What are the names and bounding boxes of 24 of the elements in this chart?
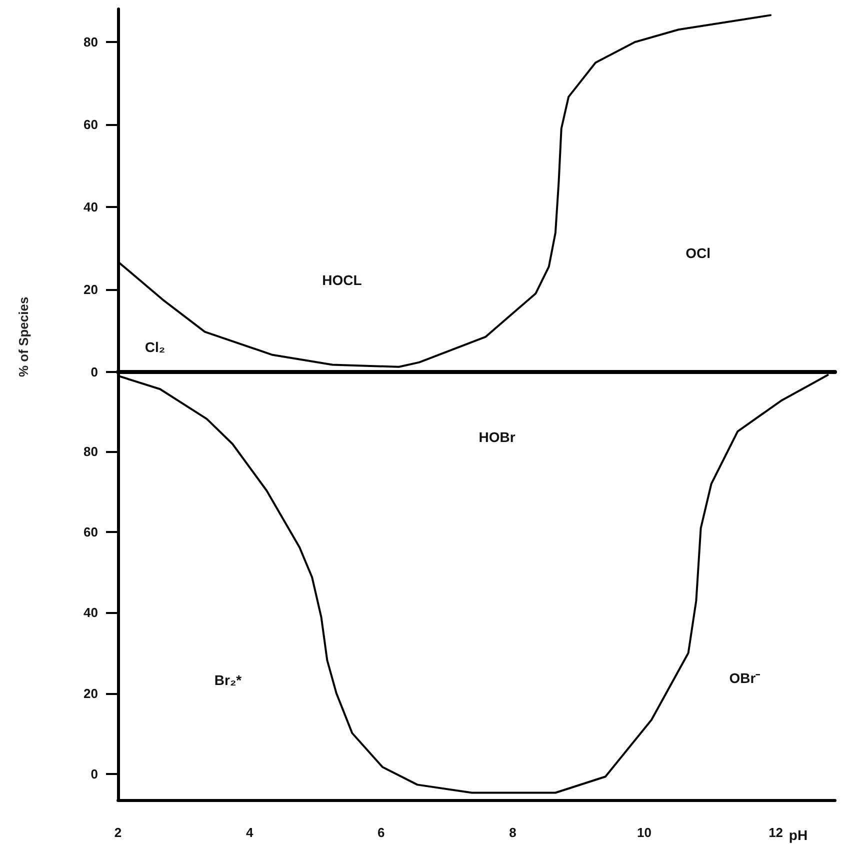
y-tick-label: 20	[84, 282, 98, 297]
y-tick-label: 20	[84, 686, 98, 701]
x-tick-label: 4	[246, 825, 254, 840]
annotation: Cl₂	[144, 339, 166, 355]
y-axis-title: % of Species	[16, 296, 31, 378]
y-tick-label: 60	[84, 524, 98, 540]
annotation: HOCL	[322, 272, 362, 288]
y-tick-label: 40	[84, 199, 98, 214]
y-tick-label: 80	[84, 444, 98, 460]
x-tick-label: 8	[509, 825, 516, 840]
annotation: Br₂*	[214, 672, 242, 688]
x-axis-title: pH	[788, 827, 808, 843]
x-tick-label: 6	[378, 825, 385, 840]
annotation: HOBr	[478, 429, 516, 445]
x-tick-label: 2	[114, 825, 122, 840]
annotation: OCl	[686, 245, 710, 261]
y-tick-label: 40	[84, 605, 98, 620]
y-tick-label: 0	[90, 364, 98, 380]
x-tick-label: 10	[637, 825, 652, 840]
annotation: OBr⁻	[729, 670, 761, 686]
y-tick-label: 0	[90, 766, 98, 782]
x-tick-label: 12	[768, 825, 784, 840]
y-tick-label: 80	[84, 34, 98, 50]
y-tick-label: 60	[84, 116, 98, 132]
